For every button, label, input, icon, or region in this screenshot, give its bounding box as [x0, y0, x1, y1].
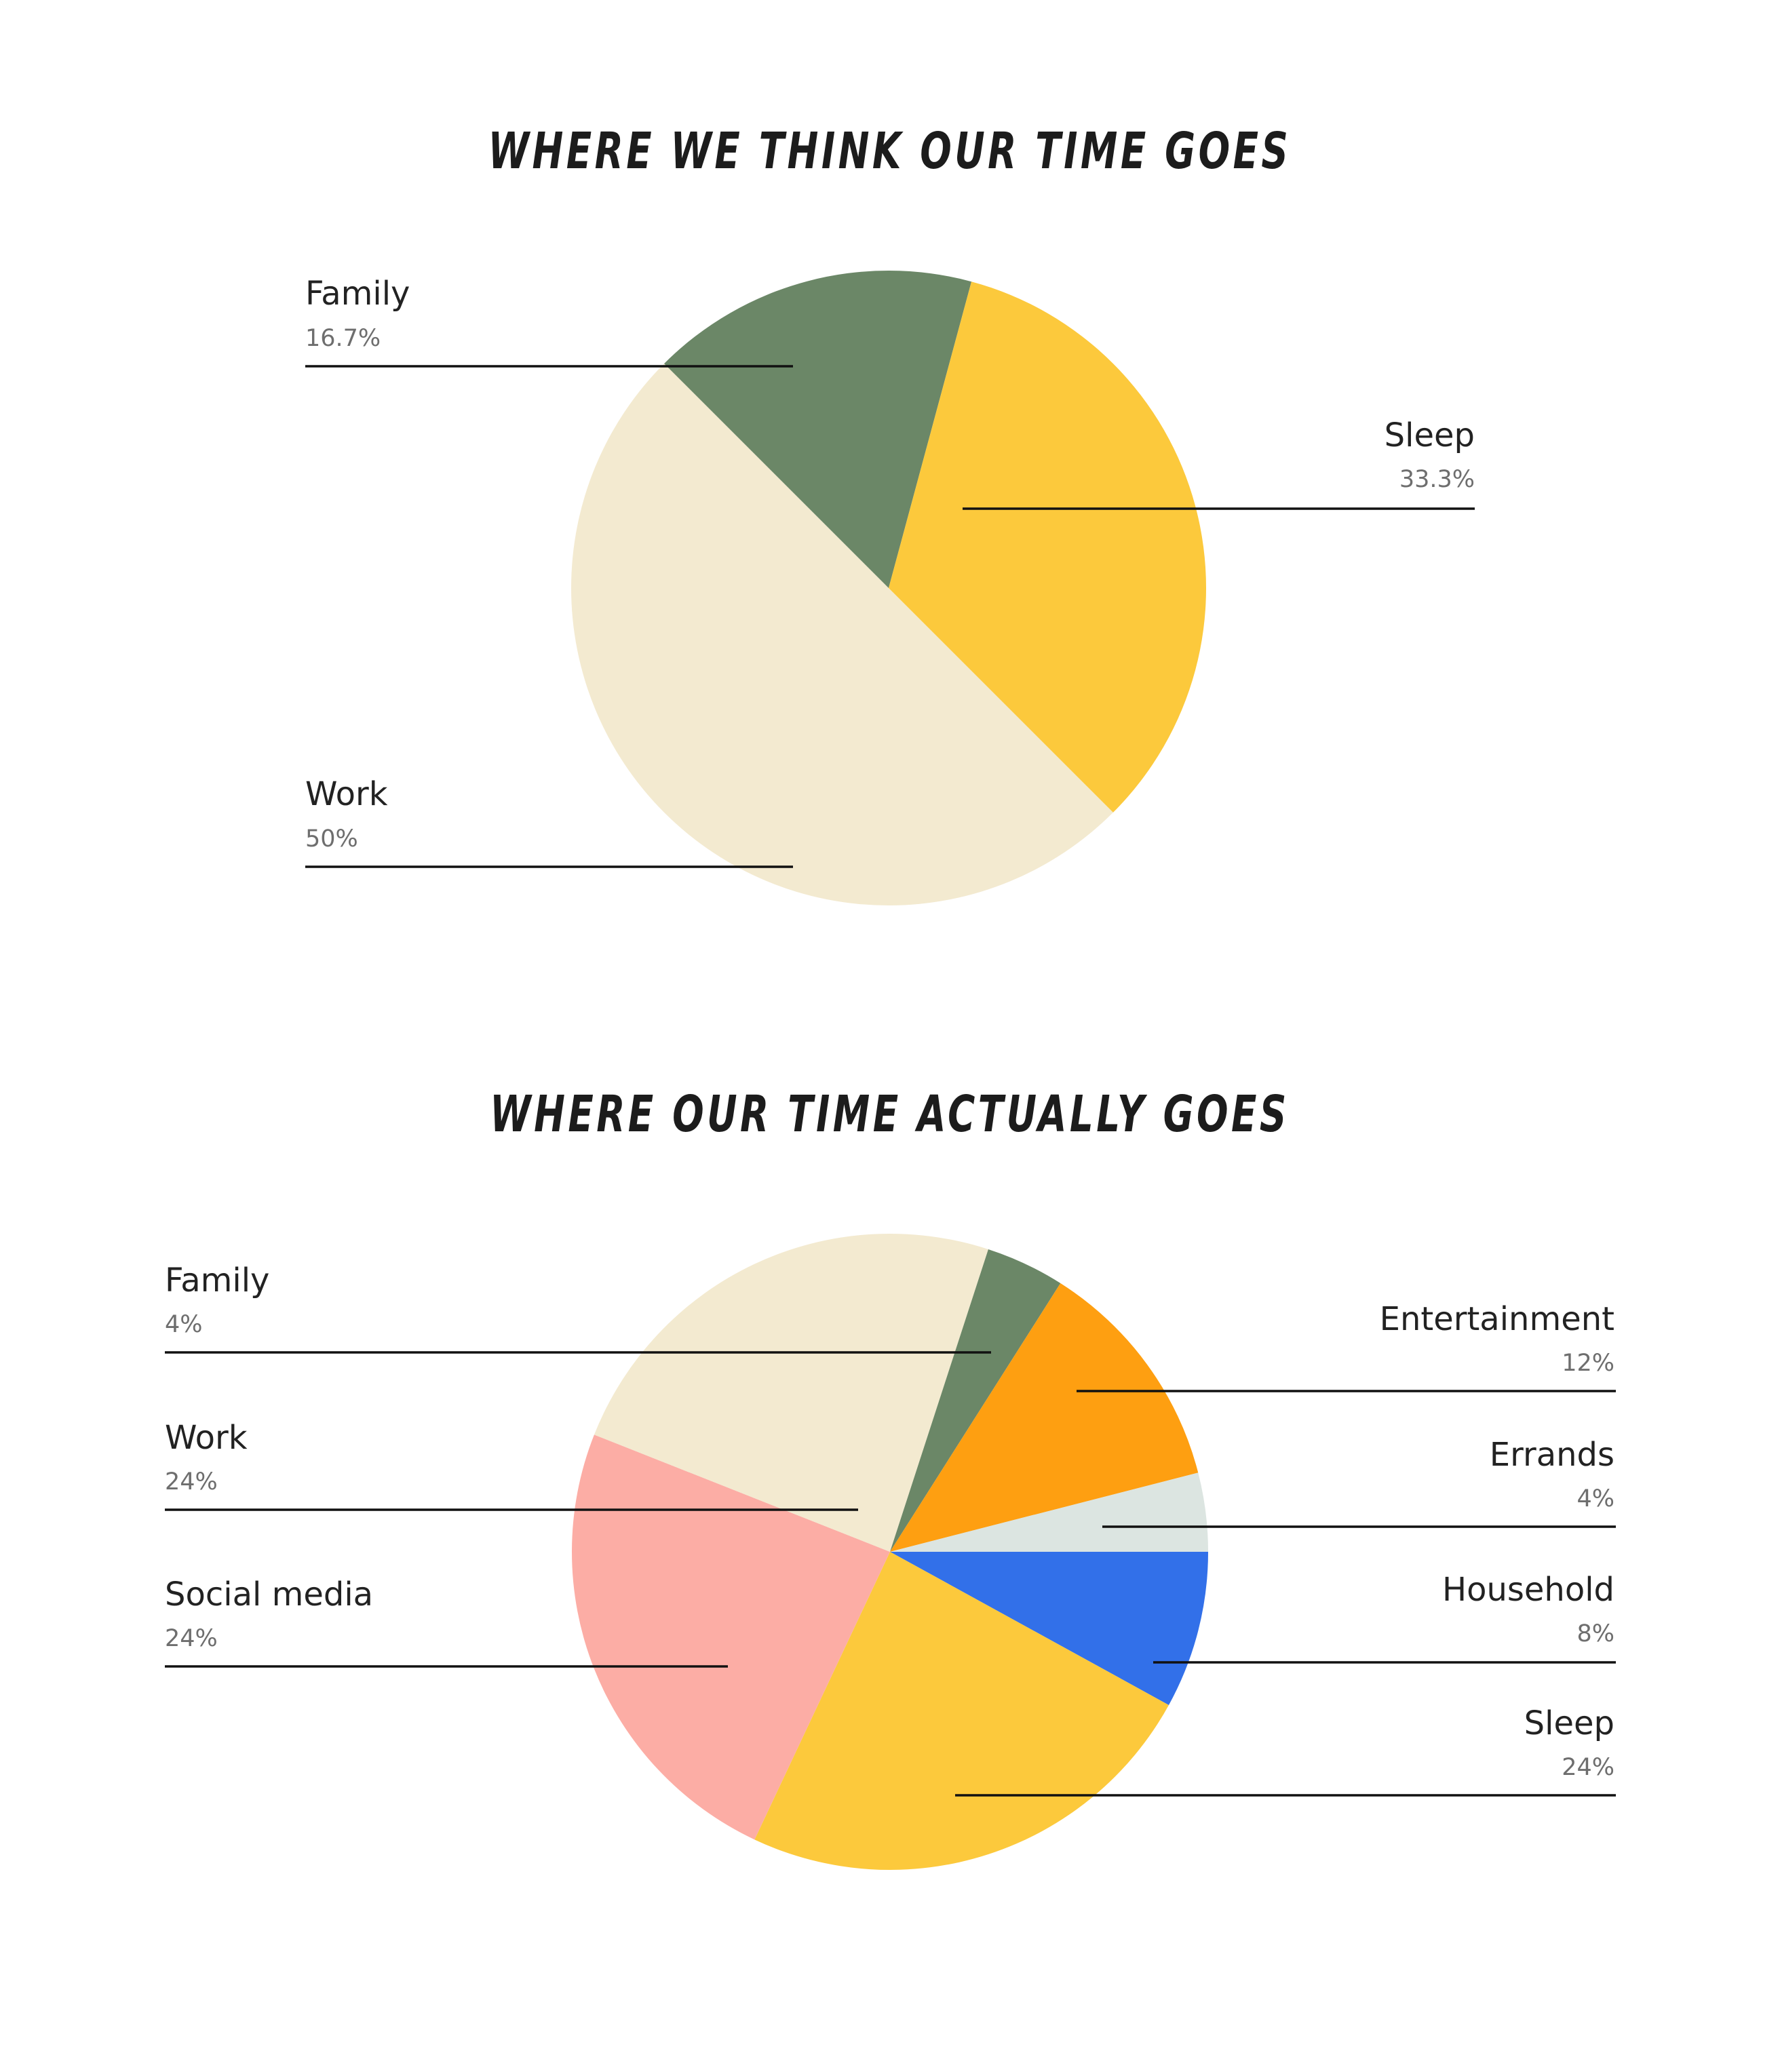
- callout-errands: Errands 4%: [1102, 1436, 1616, 1528]
- callout-percent: 50%: [305, 825, 358, 853]
- pie-slice-entertainment: [890, 1283, 1199, 1552]
- callout-sleep: Sleep 24%: [955, 1704, 1616, 1797]
- callout-percent: 4%: [165, 1311, 203, 1338]
- pie-slice-sleep: [754, 1552, 1169, 1870]
- callout-percent: 24%: [165, 1468, 218, 1496]
- callout-family: Family 16.7%: [305, 275, 793, 368]
- callout-percent: 24%: [165, 1625, 218, 1652]
- callout-label: Work: [165, 1419, 248, 1457]
- pie-chart-perceived: Family 16.7% Sleep 33.3% Work 50%: [305, 270, 1475, 906]
- pie-slices: [570, 270, 1207, 906]
- pie-slice-sleep: [889, 281, 1207, 813]
- callout-social-media: Social media 24%: [165, 1576, 728, 1668]
- callout-percent: 12%: [1562, 1350, 1614, 1377]
- pie-slice-family: [664, 270, 972, 588]
- callout-percent: 16.7%: [305, 325, 381, 352]
- callout-family: Family 4%: [165, 1262, 991, 1354]
- callout-label: Family: [305, 275, 410, 313]
- pie-slice-work: [570, 364, 1113, 906]
- callout-label: Household: [1442, 1571, 1614, 1609]
- pie-slice-family: [890, 1249, 1061, 1552]
- callout-label: Work: [305, 775, 388, 813]
- callout-label: Social media: [165, 1576, 373, 1614]
- callout-label: Family: [165, 1262, 269, 1299]
- callout-percent: 33.3%: [1399, 466, 1475, 493]
- chart-title-perceived: WHERE WE THINK OUR TIME GOES: [488, 122, 1292, 180]
- pie-slices: [571, 1233, 1209, 1870]
- callout-label: Entertainment: [1380, 1300, 1614, 1338]
- callout-label: Sleep: [1385, 416, 1475, 454]
- callout-work: Work 50%: [305, 775, 793, 868]
- callout-label: Errands: [1490, 1436, 1614, 1474]
- pie-slice-household: [890, 1552, 1209, 1705]
- chart-title-actual: WHERE OUR TIME ACTUALLY GOES: [490, 1085, 1290, 1143]
- callout-entertainment: Entertainment 12%: [1077, 1300, 1616, 1392]
- callout-percent: 8%: [1576, 1620, 1614, 1647]
- callout-work: Work 24%: [165, 1419, 858, 1511]
- pie-slice-work: [594, 1233, 988, 1552]
- callout-sleep: Sleep 33.3%: [963, 416, 1475, 510]
- callout-household: Household 8%: [1153, 1571, 1616, 1664]
- callout-percent: 4%: [1576, 1485, 1614, 1512]
- pie-slice-errands: [890, 1472, 1208, 1552]
- callout-percent: 24%: [1562, 1754, 1614, 1781]
- pie-slice-social-media: [571, 1434, 890, 1840]
- callout-label: Sleep: [1524, 1704, 1614, 1742]
